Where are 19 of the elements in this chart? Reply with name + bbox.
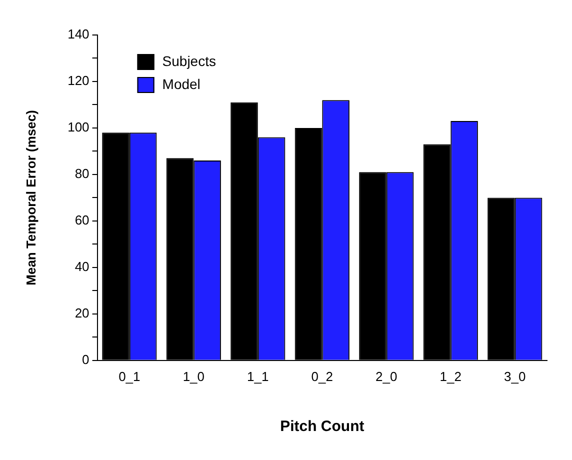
x-tick-label: 1_1 — [247, 368, 269, 384]
y-tick-label: 80 — [74, 166, 90, 182]
y-tick-label: 40 — [74, 259, 90, 274]
x-axis-title: Pitch Count — [280, 418, 364, 436]
x-tick-label: 1_2 — [440, 368, 462, 384]
x-tick-label: 3_0 — [504, 368, 526, 384]
y-axis-title: Mean Temporal Error (msec) — [23, 110, 38, 286]
y-tick-label: 0 — [82, 352, 90, 367]
legend-label: Model — [162, 76, 200, 92]
y-tick-label: 60 — [74, 212, 90, 228]
y-tick-label: 140 — [68, 26, 90, 42]
y-tick-label: 120 — [68, 73, 90, 88]
legend-label: Subjects — [162, 52, 216, 69]
x-tick-label: 0_2 — [311, 368, 333, 384]
y-tick-label: 20 — [74, 305, 90, 320]
x-tick-label: 1_0 — [182, 368, 205, 384]
x-tick-label: 0_1 — [118, 368, 140, 384]
x-tick-label: 2_0 — [376, 368, 398, 384]
y-tick-label: 100 — [68, 120, 90, 135]
